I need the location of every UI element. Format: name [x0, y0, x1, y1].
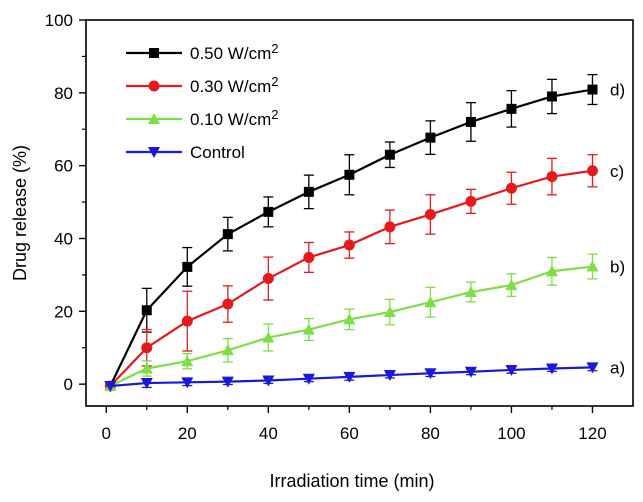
data-point: [262, 375, 275, 387]
data-point: [141, 305, 152, 316]
data-point: [344, 169, 355, 180]
legend-item: 0.30 W/cm2: [126, 74, 278, 96]
data-point: [384, 221, 396, 233]
data-point: [545, 363, 558, 375]
series-end-label: c): [610, 162, 624, 181]
data-point: [222, 229, 233, 240]
data-point: [262, 273, 274, 285]
data-point: [505, 279, 518, 291]
data-point: [303, 186, 314, 197]
x-axis-label: Irradiation time (min): [269, 471, 434, 491]
data-point: [464, 286, 477, 298]
data-point: [586, 260, 599, 272]
y-tick-label: 60: [54, 157, 73, 176]
data-point: [383, 370, 396, 382]
x-axis-ticks: 0 20 40 60 80 100 120: [102, 406, 607, 443]
y-tick-label: 40: [54, 229, 73, 248]
y-tick-label: 0: [64, 375, 73, 394]
data-point: [343, 239, 355, 251]
data-point: [343, 371, 356, 383]
data-point: [546, 171, 558, 183]
data-point: [181, 377, 194, 389]
data-point: [464, 366, 477, 378]
plot-frame: [85, 19, 634, 407]
series-1: d): [105, 73, 625, 391]
series-end-label: d): [610, 81, 625, 100]
data-point: [181, 315, 193, 327]
data-point: [424, 296, 437, 308]
data-point: [425, 132, 436, 143]
data-point: [424, 208, 436, 220]
data-point: [505, 364, 518, 376]
x-tick-label: 100: [497, 424, 525, 443]
data-point: [546, 91, 557, 102]
data-point: [545, 265, 558, 277]
y-tick-label: 100: [45, 11, 73, 30]
series-2: c): [104, 154, 624, 392]
series-3: b): [104, 253, 625, 391]
data-point: [384, 149, 395, 160]
data-point: [302, 373, 315, 385]
x-tick-label: 80: [421, 424, 440, 443]
data-point: [181, 355, 194, 367]
data-point: [221, 376, 234, 388]
data-point: [302, 323, 315, 335]
legend-marker: [149, 48, 159, 58]
legend-label: 0.30 W/cm2: [190, 74, 278, 96]
data-point: [424, 368, 437, 380]
legend-marker: [148, 113, 160, 124]
legend-label: Control: [190, 143, 245, 162]
legend-marker: [148, 80, 160, 92]
x-tick-label: 0: [102, 424, 111, 443]
data-point: [221, 344, 234, 356]
data-point: [262, 331, 275, 343]
data-point: [303, 251, 315, 263]
y-tick-label: 80: [54, 84, 73, 103]
legend-item: 0.10 W/cm2: [126, 107, 278, 129]
series-4: a): [104, 358, 625, 392]
data-point: [465, 195, 477, 207]
series-line: [109, 265, 593, 387]
data-point: [506, 103, 517, 114]
legend-item: 0.50 W/cm2: [126, 41, 278, 63]
data-point: [586, 165, 598, 177]
legend-item: Control: [126, 143, 245, 162]
legend-marker: [148, 147, 160, 158]
data-point: [505, 182, 517, 194]
data-point: [222, 298, 234, 310]
series-end-label: a): [610, 358, 625, 377]
data-point: [182, 261, 193, 272]
data-point: [586, 362, 599, 374]
x-tick-label: 40: [259, 424, 278, 443]
series-end-label: b): [610, 258, 625, 277]
data-point: [587, 84, 598, 95]
x-tick-label: 120: [578, 424, 606, 443]
y-axis-label: Drug release (%): [10, 145, 30, 281]
data-point: [343, 313, 356, 325]
series-line: [109, 88, 593, 387]
data-point: [104, 380, 117, 392]
data-point: [141, 342, 153, 354]
legend-label: 0.50 W/cm2: [190, 41, 278, 63]
y-axis-ticks: 0 20 40 60 80 100: [45, 11, 86, 394]
legend: 0.50 W/cm2 0.30 W/cm2 0.10 W/cm2 Control: [126, 41, 278, 162]
x-tick-label: 20: [178, 424, 197, 443]
y-tick-label: 20: [54, 302, 73, 321]
legend-label: 0.10 W/cm2: [190, 107, 278, 129]
data-point: [140, 378, 153, 390]
series-group: d) c) b) a): [104, 73, 625, 392]
data-point: [465, 116, 476, 127]
data-point: [140, 362, 153, 374]
data-point: [263, 206, 274, 217]
x-tick-label: 60: [340, 424, 359, 443]
data-point: [383, 306, 396, 318]
